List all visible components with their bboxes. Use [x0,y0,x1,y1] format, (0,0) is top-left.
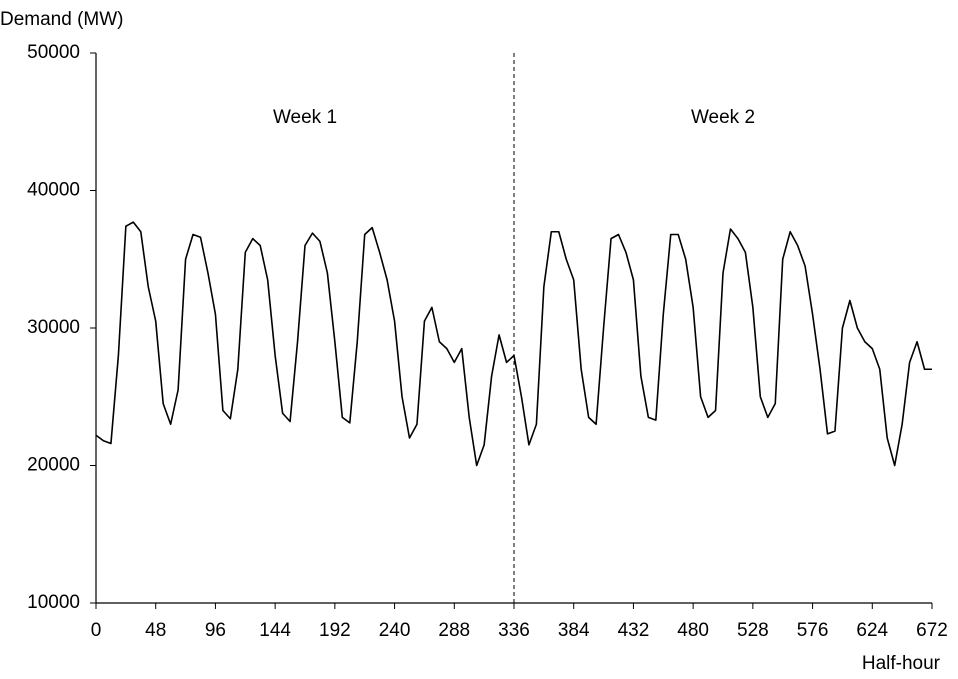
demand-line [95,221,932,467]
x-tick-label: 240 [379,620,411,641]
x-tick-label: 48 [145,620,166,641]
x-tick-label: 672 [916,620,948,641]
x-tick-label: 336 [498,620,530,641]
x-tick-label: 528 [737,620,769,641]
x-tick-label: 432 [618,620,650,641]
x-tick-label: 480 [677,620,709,641]
y-tick-label: 30000 [27,317,80,338]
y-tick-label: 20000 [27,455,80,476]
annotation: Week 2 [691,107,755,128]
x-tick-label: 96 [205,620,226,641]
x-tick-label: 576 [797,620,829,641]
y-tick-label: 10000 [27,592,80,613]
annotation: Week 1 [273,107,337,128]
y-tick-label: 40000 [27,180,80,201]
x-tick-label: 384 [558,620,590,641]
y-axis-label: Demand (MW) [0,9,124,30]
x-tick-label: 624 [856,620,888,641]
y-tick-label: 50000 [27,42,80,63]
x-tick-label: 0 [91,620,102,641]
x-tick-label: 288 [438,620,470,641]
x-axis-label: Half-hour [862,653,941,674]
x-tick-label: 192 [319,620,351,641]
x-tick-label: 144 [259,620,291,641]
